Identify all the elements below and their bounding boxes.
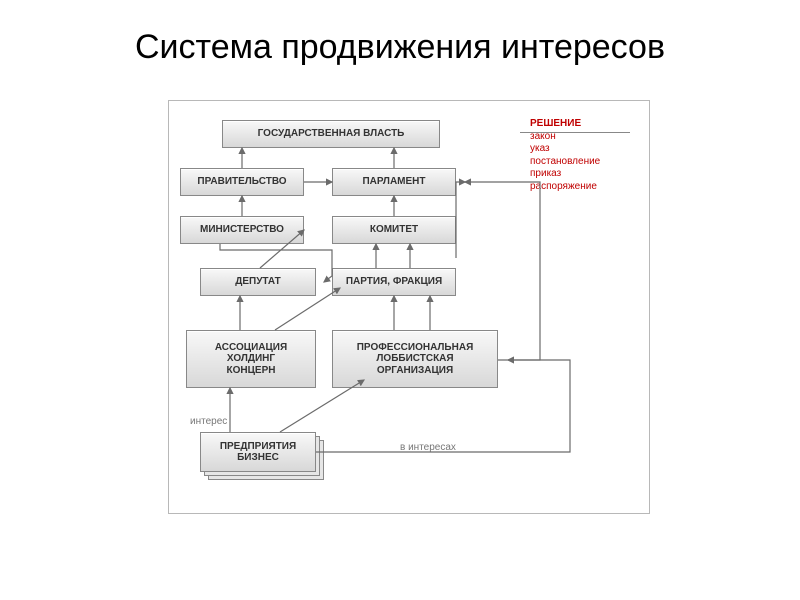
node-minist: МИНИСТЕРСТВО xyxy=(180,216,304,244)
node-komitet: КОМИТЕТ xyxy=(332,216,456,244)
side-separator xyxy=(520,132,630,133)
node-label: АССОЦИАЦИЯ ХОЛДИНГ КОНЦЕРН xyxy=(215,342,287,377)
node-partia: ПАРТИЯ, ФРАКЦИЯ xyxy=(332,268,456,296)
node-biz: ПРЕДПРИЯТИЯ БИЗНЕС xyxy=(200,432,316,472)
node-assoc: АССОЦИАЦИЯ ХОЛДИНГ КОНЦЕРН xyxy=(186,330,316,388)
node-pravit: ПРАВИТЕЛЬСТВО xyxy=(180,168,304,196)
page-title: Система продвижения интересов xyxy=(0,28,800,67)
node-prof: ПРОФЕССИОНАЛЬНАЯ ЛОББИСТСКАЯ ОРГАНИЗАЦИЯ xyxy=(332,330,498,388)
node-label: КОМИТЕТ xyxy=(370,224,418,236)
side-decision-text: РЕШЕНИЕзаконуказпостановлениеприказраспо… xyxy=(530,118,600,193)
node-parlament: ПАРЛАМЕНТ xyxy=(332,168,456,196)
node-label: ПРЕДПРИЯТИЯ БИЗНЕС xyxy=(220,441,296,464)
node-label: ГОСУДАРСТВЕННАЯ ВЛАСТЬ xyxy=(258,128,405,140)
node-gov: ГОСУДАРСТВЕННАЯ ВЛАСТЬ xyxy=(222,120,440,148)
node-label: ПАРЛАМЕНТ xyxy=(362,176,425,188)
node-label: ПРАВИТЕЛЬСТВО xyxy=(197,176,286,188)
node-label: ПРОФЕССИОНАЛЬНАЯ ЛОББИСТСКАЯ ОРГАНИЗАЦИЯ xyxy=(357,342,474,377)
node-label: ПАРТИЯ, ФРАКЦИЯ xyxy=(346,276,442,288)
node-label: ДЕПУТАТ xyxy=(235,276,281,288)
node-label: МИНИСТЕРСТВО xyxy=(200,224,284,236)
label-vinteresah: в интересах xyxy=(400,442,456,453)
label-interes: интерес xyxy=(190,416,227,427)
node-deputat: ДЕПУТАТ xyxy=(200,268,316,296)
